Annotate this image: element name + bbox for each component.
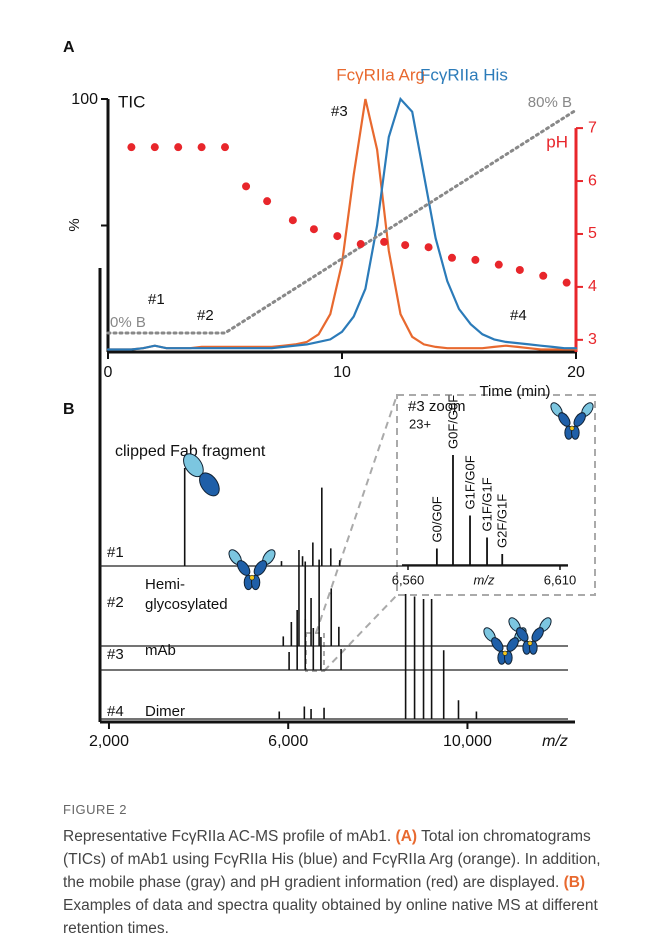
ph-point <box>309 225 318 234</box>
annotation: 0% B <box>110 314 146 331</box>
x-tick-label: 6,610 <box>544 572 577 587</box>
ph-point <box>263 197 272 206</box>
caption-text: Representative FcγRIIa AC-MS profile of … <box>63 825 608 940</box>
peak-label: G2F/G1F <box>495 494 510 548</box>
y-tick-label: 100 <box>71 91 98 108</box>
peak-label: G0F/G0F <box>445 395 460 449</box>
x-axis-label: m/z <box>542 733 568 750</box>
antibody-icon-part <box>199 472 220 497</box>
panel-label: B <box>63 401 75 418</box>
glycan <box>527 640 533 646</box>
y2-tick-label: 7 <box>588 119 597 136</box>
ph-point <box>197 143 206 152</box>
y2-tick-label: 5 <box>588 225 597 242</box>
glycan <box>249 574 255 581</box>
zoom-box <box>396 394 596 596</box>
x-axis-label: m/z <box>474 572 495 587</box>
zoom-line <box>315 394 398 634</box>
ph-point <box>333 232 342 241</box>
caption: FIGURE 2 Representative FcγRIIa AC-MS pr… <box>63 798 608 940</box>
zoom-line <box>323 594 398 672</box>
page: A B 0 10 20 100 3 4 5 6 7 Time (min)% pH TIC #1 #2 #3 #… <box>63 39 601 937</box>
x-axis-label: Time (min) <box>479 383 550 400</box>
ph-point <box>380 237 389 246</box>
trace-description: glycosylated <box>145 596 228 613</box>
annotation: #1 <box>148 291 165 308</box>
ph-point <box>471 255 480 264</box>
caption-segment: Examples of data and spectra quality obt… <box>63 897 598 937</box>
panel-label: A <box>63 39 75 56</box>
caption-segment: Total ion chromatograms (TICs) of mAb1 u… <box>63 828 601 891</box>
trace-label: #4 <box>107 703 124 720</box>
x-tick-label: 20 <box>567 364 585 381</box>
ph-point <box>515 265 524 274</box>
annotation: #3 <box>331 103 348 120</box>
peak-label: G1F/G1F <box>480 477 495 531</box>
y-axis-label: % <box>66 218 83 231</box>
tic-curve <box>106 98 578 351</box>
annotation: TIC <box>118 92 145 111</box>
caption-segment: (A) <box>395 828 418 845</box>
x-tick-label: 6,000 <box>268 733 308 750</box>
glycan <box>502 650 508 656</box>
caption-segment: (B) <box>563 874 586 891</box>
ph-point <box>562 278 571 287</box>
charge-label: 23+ <box>409 416 431 431</box>
ph-point <box>494 260 503 269</box>
x-tick-label: 10,000 <box>443 733 492 750</box>
ph-point <box>539 271 548 280</box>
y2-tick-label: 4 <box>588 278 597 295</box>
x-tick-label: 10 <box>333 364 351 381</box>
ph-point <box>356 240 365 249</box>
annotation: #2 <box>197 307 214 324</box>
inset-title: #3 zoom <box>408 398 466 415</box>
trace-description: Dimer <box>145 703 185 720</box>
ph-point <box>221 143 229 152</box>
caption-label: FIGURE 2 <box>63 802 127 817</box>
gradient-line <box>106 108 578 335</box>
ph-point <box>288 216 297 225</box>
trace-label: #1 <box>107 544 124 561</box>
trace-description: mAb <box>145 642 176 659</box>
figure: A B 0 10 20 100 3 4 5 6 7 Time (min)% pH TIC #1 #2 #3 #… <box>63 39 597 750</box>
annotation: 80% B <box>528 94 572 111</box>
trace-label: #3 <box>107 646 124 663</box>
ph-point <box>127 143 136 152</box>
caption-segment: Representative FcγRIIa AC-MS profile of … <box>63 828 396 845</box>
series-label: FcγRIIa Arg <box>336 65 425 84</box>
x-tick-label: 2,000 <box>89 733 129 750</box>
x-tick-label: 0 <box>104 364 113 381</box>
series-label: FcγRIIa His <box>420 65 508 84</box>
ph-point <box>424 243 433 252</box>
y2-tick-label: 3 <box>588 331 597 348</box>
y2-axis-label: pH <box>546 132 568 151</box>
ph-point <box>150 143 159 152</box>
peak-label: G1F/G0F <box>463 455 478 509</box>
ph-point <box>174 143 183 152</box>
peak-label: G0/G0F <box>429 496 444 542</box>
trace-description: Hemi- <box>145 576 185 593</box>
ph-point <box>242 182 251 191</box>
annotation: #4 <box>510 307 527 324</box>
glycan <box>569 425 575 431</box>
tic-curve <box>106 96 578 351</box>
x-tick-label: 6,560 <box>392 572 425 587</box>
y2-tick-label: 6 <box>588 172 597 189</box>
ph-point <box>401 241 410 250</box>
ph-point <box>447 253 456 262</box>
trace-description: clipped Fab fragment <box>115 443 266 460</box>
trace-label: #2 <box>107 594 124 611</box>
